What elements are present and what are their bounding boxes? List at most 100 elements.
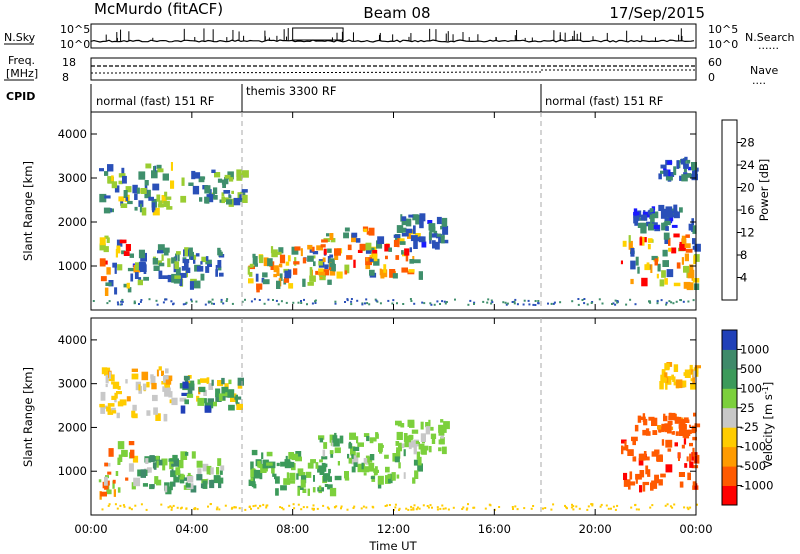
heatmap-cell: [125, 197, 129, 201]
freq-traces: [90, 65, 696, 74]
heatmap-cell: [405, 436, 411, 443]
heatmap-cell: [134, 272, 139, 279]
heatmap-cell: [683, 429, 690, 439]
heatmap-cell: [665, 301, 668, 304]
heatmap-cell: [99, 193, 107, 203]
heatmap-cell: [362, 466, 370, 473]
heatmap-cell: [241, 300, 244, 303]
heatmap-cell: [104, 462, 108, 467]
heatmap-cell: [356, 299, 359, 302]
heatmap-cell: [166, 206, 173, 210]
heatmap-cell: [167, 258, 171, 268]
heatmap-cell: [248, 272, 253, 277]
heatmap-cell: [398, 238, 405, 244]
heatmap-cell: [273, 273, 278, 278]
heatmap-cell: [196, 460, 203, 468]
heatmap-cell: [684, 253, 689, 262]
heatmap-cell: [127, 267, 134, 272]
heatmap-cell: [103, 246, 109, 253]
heatmap-cell: [274, 251, 282, 255]
heatmap-cell: [108, 374, 115, 382]
heatmap-cell: [164, 298, 167, 301]
heatmap-cell: [223, 190, 231, 194]
colorbar-swatch: [722, 407, 737, 428]
heatmap-cell: [128, 506, 131, 509]
heatmap-cell: [123, 251, 130, 256]
heatmap-cell: [461, 508, 464, 510]
heatmap-cell: [322, 504, 325, 507]
heatmap-cell: [691, 425, 696, 434]
heatmap-cell: [180, 451, 188, 460]
heatmap-cell: [233, 197, 241, 206]
heatmap-cell: [180, 405, 186, 414]
heatmap-cell: [138, 277, 142, 281]
heatmap-cell: [266, 462, 273, 466]
heatmap-cell: [163, 375, 169, 383]
heatmap-cell: [651, 451, 659, 457]
heatmap-cell: [675, 379, 683, 389]
heatmap-cell: [351, 455, 359, 465]
heatmap-cell: [335, 505, 338, 508]
heatmap-cell: [673, 416, 679, 421]
heatmap-cell: [254, 504, 257, 507]
heatmap-cell: [179, 473, 184, 480]
heatmap-cell: [179, 277, 183, 286]
heatmap-cell: [350, 451, 356, 456]
heatmap-cell: [651, 417, 658, 426]
heatmap-cell: [395, 255, 400, 260]
heatmap-cell: [436, 508, 439, 511]
heatmap-cell: [690, 382, 697, 390]
freq-label: Freq.: [8, 54, 35, 67]
heatmap-cell: [220, 300, 223, 303]
heatmap-cell: [139, 300, 142, 303]
heatmap-cell: [385, 475, 391, 484]
heatmap-cell: [678, 472, 685, 477]
heatmap-cell: [322, 473, 328, 482]
heatmap-cell: [413, 459, 419, 466]
heatmap-cell: [692, 245, 699, 250]
x-tick-label: 00:00: [679, 522, 712, 536]
heatmap-cell: [625, 303, 628, 306]
heatmap-cell: [155, 299, 158, 302]
heatmap-cell: [666, 269, 674, 278]
heatmap-cell: [170, 300, 173, 303]
heatmap-cell: [184, 260, 189, 269]
heatmap-cell: [691, 174, 698, 181]
heatmap-cell: [140, 299, 143, 301]
heatmap-cell: [686, 456, 689, 462]
heatmap-cell: [105, 374, 109, 384]
heatmap-cell: [297, 485, 304, 490]
heatmap-cell: [186, 393, 194, 398]
heatmap-cell: [174, 261, 179, 269]
sky-left-top: 10^5: [60, 23, 90, 36]
heatmap-cell: [218, 266, 222, 271]
heatmap-cell: [285, 455, 288, 465]
x-tick-label: 00:00: [74, 522, 107, 536]
colorbar-tick-label: -100: [740, 440, 766, 454]
heatmap-cell: [105, 475, 109, 479]
heatmap-cell: [427, 506, 430, 509]
heatmap-cell: [380, 269, 388, 278]
heatmap-cell: [441, 504, 444, 507]
heatmap-cell: [413, 302, 416, 305]
y-tick-label: 4000: [58, 333, 87, 347]
heatmap-cell: [136, 187, 140, 194]
heatmap-cell: [660, 164, 667, 169]
heatmap-cell: [107, 408, 114, 415]
heatmap-cell: [182, 474, 185, 480]
heatmap-cell: [407, 231, 412, 239]
heatmap-cell: [114, 397, 117, 403]
heatmap-cell: [401, 216, 407, 221]
heatmap-cell: [387, 473, 391, 478]
heatmap-cell: [665, 464, 673, 473]
heatmap-cell: [130, 273, 134, 282]
heatmap-cell: [443, 421, 450, 430]
heatmap-cell: [111, 181, 118, 189]
heatmap-cell: [138, 171, 146, 180]
heatmap-cell: [236, 176, 243, 181]
heatmap-cell: [398, 509, 400, 511]
heatmap-cell: [204, 196, 208, 204]
power-panel: 1000 2000 3000 4000 Slant Range [km] 4 8 12 16…: [21, 111, 771, 311]
heatmap-cell: [635, 256, 639, 266]
heatmap-cell: [138, 384, 141, 391]
